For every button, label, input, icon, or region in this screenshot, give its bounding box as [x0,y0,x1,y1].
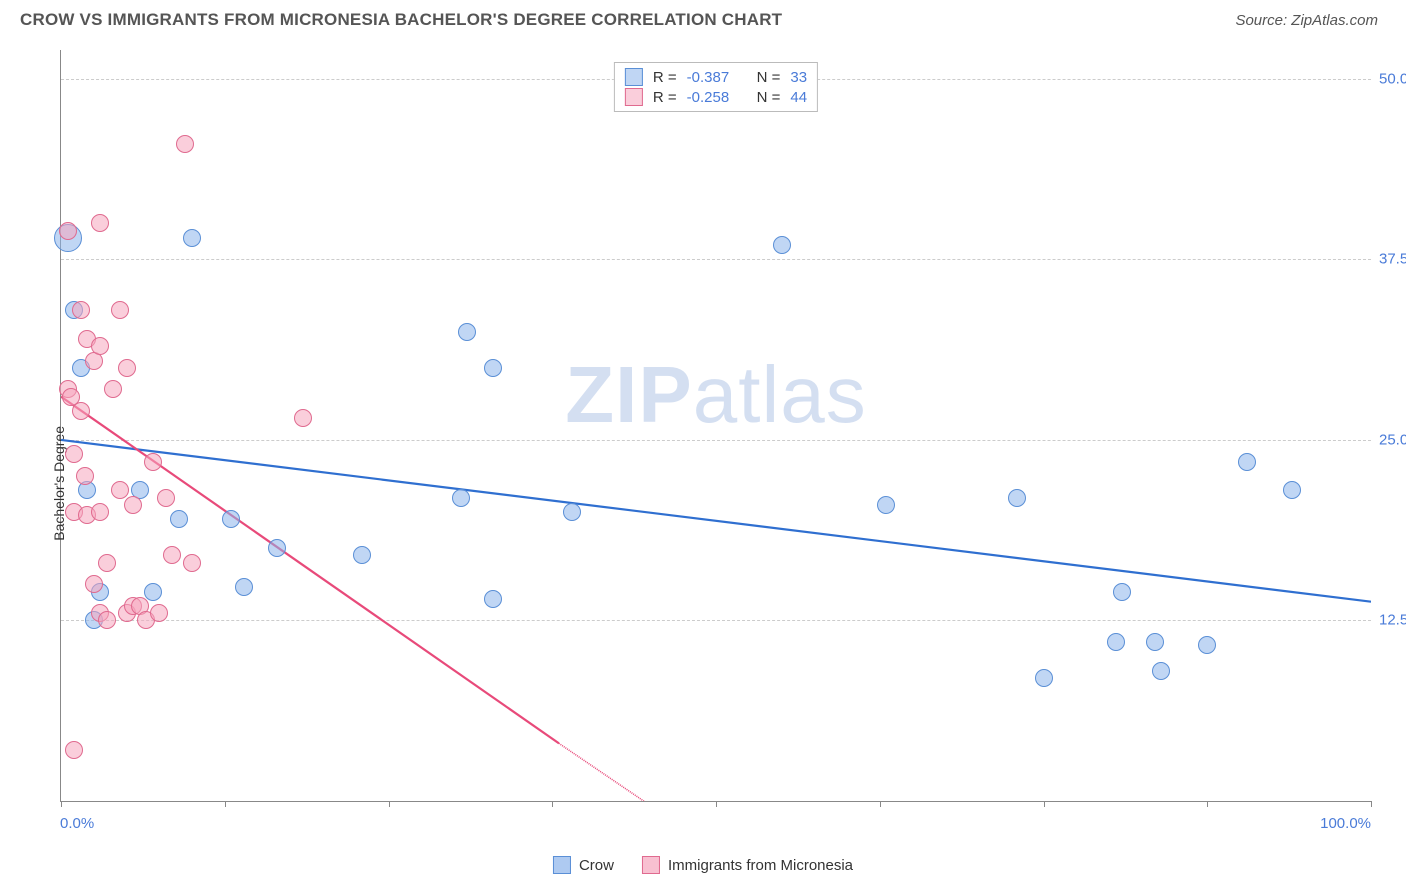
n-value-micronesia: 44 [790,89,807,106]
y-tick-label: 12.5% [1379,612,1406,629]
swatch-micronesia [625,88,643,106]
data-point [124,496,142,514]
legend-item-micronesia: Immigrants from Micronesia [642,856,853,874]
data-point [59,222,77,240]
data-point [72,402,90,420]
data-point [176,135,194,153]
data-point [111,301,129,319]
data-point [452,489,470,507]
legend-row-crow: R = -0.387 N = 33 [621,67,811,87]
data-point [91,337,109,355]
data-point [144,453,162,471]
x-axis-start: 0.0% [60,815,94,832]
chart-container: ZIPatlas Bachelor's Degree R = -0.387 N … [20,40,1391,832]
data-point [1238,453,1256,471]
r-value-micronesia: -0.258 [687,89,747,106]
gridline [61,259,1371,260]
y-axis-label: Bachelor's Degree [51,426,67,541]
source-attribution: Source: ZipAtlas.com [1235,12,1378,29]
data-point [85,575,103,593]
chart-header: CROW VS IMMIGRANTS FROM MICRONESIA BACHE… [0,0,1406,36]
data-point [1107,633,1125,651]
y-tick-label: 25.0% [1379,431,1406,448]
data-point [1283,481,1301,499]
data-point [183,229,201,247]
data-point [235,578,253,596]
data-point [118,359,136,377]
data-point [484,359,502,377]
data-point [150,604,168,622]
gridline [61,440,1371,441]
data-point [1146,633,1164,651]
correlation-legend: R = -0.387 N = 33 R = -0.258 N = 44 [614,62,818,112]
data-point [98,611,116,629]
data-point [222,510,240,528]
x-axis-labels: 0.0% 100.0% [60,804,1371,832]
data-point [144,583,162,601]
data-point [484,590,502,608]
x-tick [1371,801,1372,807]
n-value-crow: 33 [790,69,807,86]
y-tick-label: 50.0% [1379,70,1406,87]
data-point [163,546,181,564]
data-point [877,496,895,514]
data-point [157,489,175,507]
data-point [1113,583,1131,601]
swatch-crow-bottom [553,856,571,874]
data-point [72,301,90,319]
data-point [294,409,312,427]
data-point [170,510,188,528]
data-point [76,467,94,485]
data-point [353,546,371,564]
data-point [1198,636,1216,654]
swatch-micronesia-bottom [642,856,660,874]
data-point [111,481,129,499]
swatch-crow [625,68,643,86]
watermark: ZIPatlas [565,349,866,441]
plot-area: ZIPatlas Bachelor's Degree R = -0.387 N … [60,50,1371,802]
legend-item-crow: Crow [553,856,614,874]
data-point [268,539,286,557]
data-point [1152,662,1170,680]
data-point [1035,669,1053,687]
data-point [1008,489,1026,507]
data-point [183,554,201,572]
x-axis-end: 100.0% [1320,815,1371,832]
data-point [65,445,83,463]
chart-title: CROW VS IMMIGRANTS FROM MICRONESIA BACHE… [20,10,782,30]
data-point [104,380,122,398]
data-point [91,214,109,232]
data-point [458,323,476,341]
data-point [773,236,791,254]
data-point [98,554,116,572]
data-point [65,741,83,759]
legend-row-micronesia: R = -0.258 N = 44 [621,87,811,107]
gridline [61,620,1371,621]
y-tick-label: 37.5% [1379,251,1406,268]
series-legend: Crow Immigrants from Micronesia [553,856,853,874]
r-value-crow: -0.387 [687,69,747,86]
data-point [91,503,109,521]
data-point [563,503,581,521]
